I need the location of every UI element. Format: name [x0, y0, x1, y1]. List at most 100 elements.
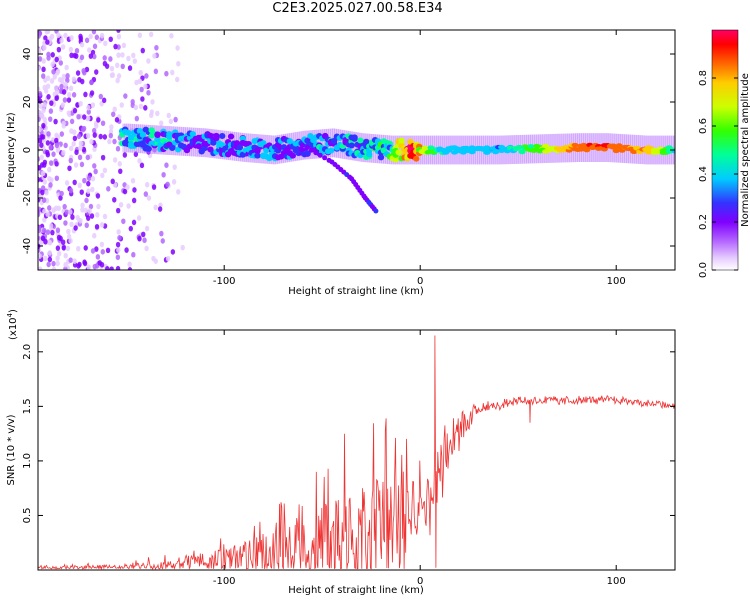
spectrogram-cell	[66, 228, 71, 235]
spectrogram-cell	[58, 60, 64, 66]
spectrogram-cell	[130, 99, 135, 105]
spectrogram-cell	[100, 172, 105, 179]
spectrogram-cell	[50, 229, 55, 236]
spectrogram-cell	[131, 219, 137, 226]
spectrogram-cell	[527, 144, 535, 149]
spectrogram-cell	[38, 253, 42, 259]
spectrogram-cell	[241, 132, 245, 162]
spectrogram-cell	[144, 73, 149, 79]
spectrogram-cell	[103, 40, 108, 47]
spectrogram-cell	[98, 133, 103, 140]
spectrogram-cell	[86, 109, 91, 115]
spectrogram-cell	[76, 113, 81, 120]
spectrogram-cell	[84, 37, 90, 44]
spectrogram-cell	[93, 168, 98, 175]
spectrogram-cell	[144, 181, 150, 188]
spectrogram-cell	[186, 127, 190, 157]
spectrogram-cell	[98, 93, 104, 100]
spectrogram-cell	[170, 249, 176, 255]
spectrogram-cell	[58, 195, 63, 201]
spectrogram-cell	[65, 73, 70, 79]
spectrogram-cell	[59, 190, 64, 197]
spectrogram-cell	[81, 68, 86, 74]
spectrogram-cell	[90, 248, 96, 254]
snr-scale-label: (x104)	[6, 309, 19, 340]
spectrogram-cell	[166, 131, 173, 138]
spectrogram-cell	[38, 30, 43, 37]
spectrogram-cell	[47, 256, 53, 263]
spectrogram-cell	[40, 189, 45, 196]
spectrogram-cell	[86, 264, 91, 270]
spectrogram-cell	[108, 128, 114, 135]
spectrogram-cell	[120, 63, 125, 70]
spectrogram-cell	[95, 193, 101, 199]
spectrogram-cell	[565, 148, 573, 153]
spectrogram-cell	[47, 166, 52, 173]
spectrogram-cell	[63, 32, 68, 39]
spectrogram-cell	[152, 147, 157, 153]
spectrogram-cell	[38, 126, 42, 133]
spectrogram-cell	[91, 127, 97, 134]
spectrogram-cell	[139, 131, 147, 138]
spectrogram-cell	[115, 254, 121, 261]
spectrogram-cell	[164, 70, 169, 77]
spectrogram-cell	[653, 150, 661, 155]
spectrogram-cell	[100, 120, 106, 127]
spectrogram-cell	[69, 128, 74, 134]
spectrogram-cell	[51, 151, 56, 157]
spectrogram-cell	[127, 267, 133, 270]
spectrogram-cell	[74, 149, 79, 156]
spectrogram-cell	[48, 160, 54, 166]
spectrogram-cell	[413, 155, 420, 162]
spectrogram-cell	[92, 43, 98, 50]
spectrogram-cell	[161, 171, 166, 178]
spectrogram-cell	[68, 85, 74, 92]
spectrogram-cell	[117, 161, 122, 167]
spectrogram-cell	[115, 265, 121, 270]
spectrogram-cell	[95, 212, 100, 218]
spectrogram-cell	[254, 147, 261, 154]
spectrogram-cell	[52, 74, 57, 80]
spectrogram-cell	[62, 97, 68, 103]
spectrogram-cell	[90, 102, 96, 108]
spectrogram-cell	[44, 189, 49, 196]
spectrogram-x-tick-label: 100	[607, 276, 626, 287]
spectrogram-panel: -100 0 100 -40 -20 0 20 40 Height of straight l…	[6, 29, 676, 297]
spectrogram-cell	[73, 162, 79, 168]
spectrogram-cell	[143, 83, 148, 90]
spectrogram-cell	[213, 132, 220, 139]
spectrogram-cell	[61, 73, 67, 80]
spectrogram-cell	[140, 96, 145, 102]
spectrogram-cell	[126, 203, 131, 209]
spectrogram-cell	[69, 35, 74, 41]
spectrogram-cell	[72, 52, 77, 59]
spectrogram-cell	[133, 151, 139, 158]
spectrogram-cell	[119, 102, 124, 108]
snr-y-axis-label: SNR (10 * v/v)	[6, 414, 17, 485]
spectrogram-cell	[71, 92, 77, 98]
spectrogram-cell	[106, 186, 111, 192]
spectrogram-cell	[109, 124, 114, 130]
snr-y-tick-label: 1.0	[22, 453, 33, 469]
spectrogram-cell	[165, 255, 171, 262]
spectrogram-cell	[86, 188, 91, 194]
spectrogram-cell	[117, 235, 122, 241]
spectrogram-ticks: -100 0 100 -40 -20 0 20 40	[22, 30, 675, 287]
spectrogram-cell	[48, 144, 53, 151]
spectrogram-cell	[142, 237, 147, 244]
spectrogram-cell	[50, 51, 55, 58]
spectrogram-cell	[40, 235, 46, 242]
spectrogram-marks	[38, 30, 675, 270]
spectrogram-cell	[68, 187, 74, 194]
spectrogram-cell	[108, 132, 114, 139]
spectrogram-cell	[88, 203, 94, 210]
spectrogram-cell	[580, 142, 588, 148]
spectrogram-cell	[261, 134, 265, 164]
spectrogram-cell	[304, 150, 311, 157]
spectrogram-cell	[112, 138, 117, 145]
spectrogram-cell	[57, 214, 63, 221]
spectrogram-cell	[41, 122, 46, 129]
spectrogram-cell	[175, 76, 180, 83]
spectrogram-y-tick-label: 20	[22, 96, 33, 109]
